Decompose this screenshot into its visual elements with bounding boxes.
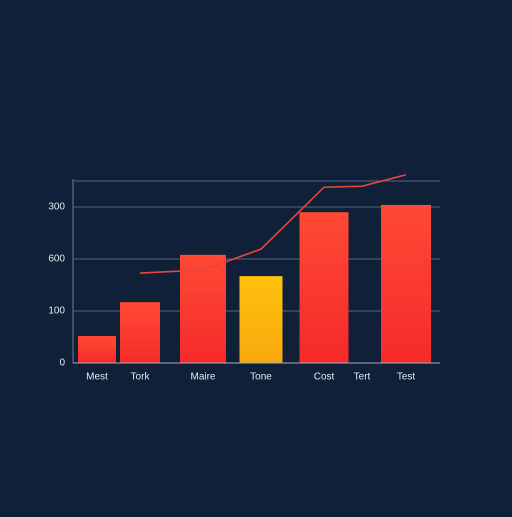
x-tick-label: Cost bbox=[314, 372, 335, 383]
bar bbox=[299, 212, 349, 363]
y-tick-label: 300 bbox=[48, 202, 65, 213]
x-tick-label: Tert bbox=[354, 372, 371, 383]
bar bbox=[239, 276, 283, 363]
y-tick-label: 0 bbox=[59, 358, 65, 369]
x-tick-label: Test bbox=[397, 372, 416, 383]
bar bbox=[120, 302, 160, 363]
x-tick-label: Mest bbox=[86, 372, 108, 383]
trend-line bbox=[139, 173, 407, 274]
bar bbox=[381, 204, 431, 363]
x-tick-label: Maire bbox=[190, 372, 215, 383]
y-tick-label: 100 bbox=[48, 306, 65, 317]
bar bbox=[78, 335, 116, 363]
y-tick-label: 600 bbox=[48, 254, 65, 265]
x-tick-label: Tork bbox=[131, 372, 151, 383]
bar bbox=[180, 254, 226, 363]
x-tick-label: Tone bbox=[250, 372, 272, 383]
